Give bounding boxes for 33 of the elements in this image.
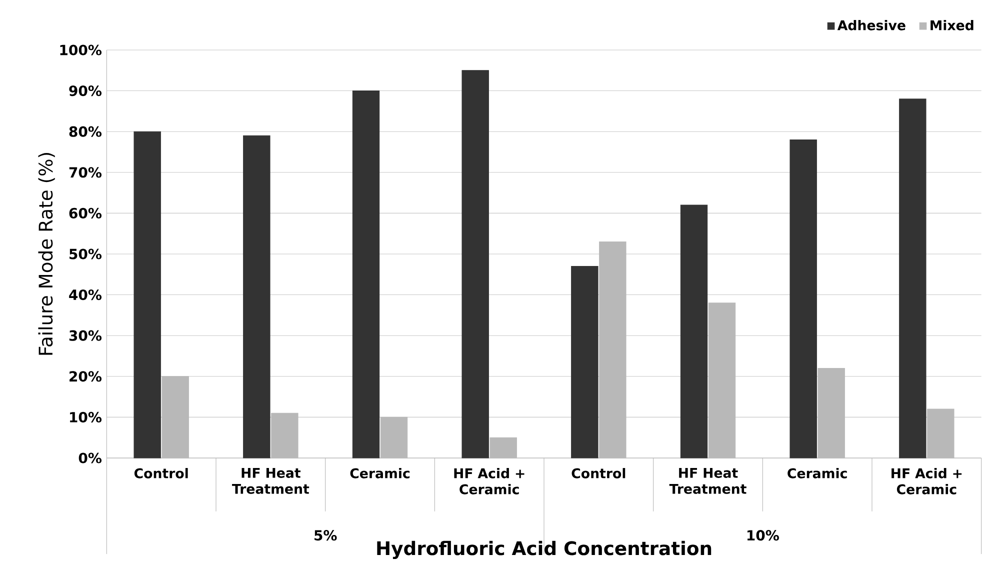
x-tick-label: HF Heat Treatment [669,468,746,494]
bar [352,90,380,458]
bar [243,135,270,458]
y-tick-label: 10% [70,412,102,422]
y-tick-label: 20% [70,371,102,382]
bar [790,139,817,458]
legend-label: Adhesive [837,20,906,30]
x-axis-title: Hydrofluoric Acid Concentration [377,540,712,560]
y-tick-label: 100% [60,44,102,56]
x-tick-label: Control [134,468,188,478]
x-tick-label: HF Acid + Ceramic [892,468,962,494]
legend-label: Mixed [930,20,974,30]
bar [680,204,708,458]
text: 5% [314,530,337,541]
y-tick-label: 90% [69,85,102,96]
x-tick-label: Ceramic [788,468,847,478]
y-tick-label: 80% [69,126,102,137]
y-tick-label: 30% [69,330,102,341]
x-tick-label: HF Heat Treatment [232,468,310,494]
x-tick-label: HF Acid + Ceramic [454,468,524,494]
bar [462,70,489,458]
y-tick-label: 0% [78,452,102,464]
y-tick-label: 50% [70,248,102,260]
bar [571,266,598,458]
x-tick-label: Control [572,468,626,478]
x-tick-label: Ceramic [350,468,410,478]
y-axis-title: Failure Mode Rate (%) [38,153,55,355]
y-tick-label: 60% [69,208,102,218]
bar [134,131,161,458]
y-tick-label: 70% [69,167,102,178]
text: 10% [747,530,779,541]
bar [899,98,926,458]
y-tick-label: 40% [69,289,102,300]
